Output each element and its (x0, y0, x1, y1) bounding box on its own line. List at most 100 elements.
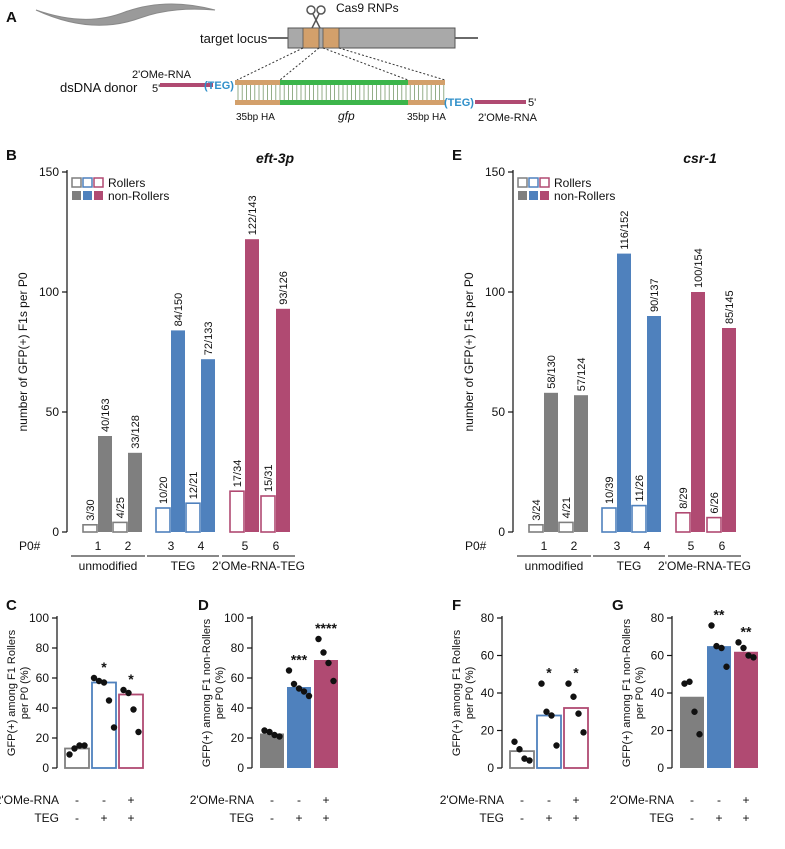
group-label: unmodified (525, 559, 584, 573)
chart-title: csr-1 (683, 150, 717, 166)
bar-non-rollers (691, 292, 705, 532)
ha-right-bottom (408, 100, 445, 105)
chart-d-non-rollers: 0 20 40 60 80 100 GFP(+) among F1 non-Rollers p… (190, 611, 338, 825)
legend-swatch-rollers (93, 177, 104, 188)
data-point (580, 729, 587, 736)
y-axis-label: GFP(+) among F1 Rollers (6, 629, 18, 756)
bar-rollers (601, 507, 617, 533)
chart-b-eft3p: eft-3p 0 50 100 150 number of GFP(+) F1s per … (16, 150, 305, 573)
p0-number: 6 (273, 539, 280, 553)
projection-line (338, 47, 446, 81)
condition-ome-sign: - (547, 793, 551, 807)
y-tick-label: 100 (39, 285, 59, 299)
bar-rollers (112, 521, 128, 533)
legend-label-non-rollers: non-Rollers (108, 189, 169, 203)
p0-number: 3 (168, 539, 175, 553)
condition-ome-sign: + (127, 793, 134, 807)
condition-teg-label: TEG (34, 811, 59, 825)
p0-number: 5 (688, 539, 695, 553)
ha-left-bottom (235, 100, 280, 105)
data-point (511, 738, 518, 745)
bar-rollers (558, 521, 574, 533)
data-point (570, 693, 577, 700)
y-axis-label: per P0 (%) (634, 667, 646, 720)
bar-label-rollers: 3/30 (85, 499, 97, 520)
data-point (295, 685, 303, 692)
condition-ome-label: 2'OMe-RNA (190, 793, 254, 807)
condition-ome-sign: - (102, 793, 106, 807)
data-point (750, 654, 757, 661)
condition-ome-sign: - (75, 793, 79, 807)
data-point (110, 724, 118, 731)
data-point (290, 680, 298, 688)
panel-label-f: F (452, 597, 461, 614)
projection-line (236, 47, 304, 81)
y-tick-label: 40 (481, 686, 495, 700)
panel-label-g: G (612, 597, 624, 614)
condition-teg-label: TEG (649, 811, 674, 825)
y-tick-label: 60 (651, 649, 665, 663)
bar-label-non-rollers: 84/150 (173, 293, 185, 327)
condition-ome-sign: - (717, 793, 721, 807)
p0-number: 5 (242, 539, 249, 553)
y-axis-label: GFP(+) among F1 non-Rollers (621, 618, 633, 767)
p0-number: 1 (541, 539, 548, 553)
bar (64, 747, 90, 769)
gfp-top-strand (280, 80, 408, 85)
panel-label-a: A (6, 9, 17, 26)
significance-mark: * (128, 671, 134, 687)
chart-g-non-rollers: 0 20 40 60 80 GFP(+) among F1 non-Rollers per … (610, 607, 758, 825)
data-point (285, 667, 293, 674)
y-tick-label: 40 (36, 701, 50, 715)
legend-swatch-non-rollers (529, 191, 538, 200)
data-point (543, 708, 550, 715)
data-point (708, 622, 715, 629)
y-axis-label: per P0 (%) (464, 667, 476, 720)
bar-label-rollers: 6/26 (709, 492, 721, 513)
panel-label-b: B (6, 147, 17, 164)
y-tick-label: 0 (487, 761, 494, 775)
cas9-label: Cas9 RNPs (336, 1, 399, 15)
worm-illustration (35, 3, 216, 26)
y-tick-label: 0 (498, 525, 505, 539)
chart-f-rollers: 0 20 40 60 80 GFP(+) among F1 Rollers per P0 (… (440, 611, 589, 825)
data-point (135, 728, 142, 736)
data-point (261, 727, 268, 734)
y-tick-label: 50 (46, 405, 60, 419)
legend-swatch-non-rollers (83, 191, 92, 200)
significance-mark: *** (291, 652, 308, 668)
condition-teg-sign: - (270, 811, 274, 825)
bar-non-rollers (276, 308, 290, 532)
p0-number: 3 (614, 539, 621, 553)
p0-label: P0# (465, 539, 487, 553)
y-tick-label: 80 (481, 611, 495, 625)
legend-swatch-non-rollers (540, 191, 549, 200)
data-point (713, 642, 720, 650)
data-point (681, 680, 688, 687)
condition-teg-sign: + (545, 811, 552, 825)
condition-ome-label: 2'OMe-RNA (440, 793, 504, 807)
teg-right-label: (TEG) (444, 97, 474, 109)
y-axis-label: GFP(+) among F1 Rollers (451, 629, 463, 756)
y-tick-label: 20 (481, 724, 495, 738)
data-point (320, 649, 327, 656)
data-point (548, 712, 555, 719)
ha-right-top (408, 80, 445, 85)
y-tick-label: 0 (657, 761, 664, 775)
five-prime-left: 5' (152, 83, 160, 95)
data-point (315, 635, 322, 643)
data-point (521, 755, 528, 762)
significance-mark: * (101, 659, 107, 675)
y-tick-label: 150 (39, 165, 59, 179)
bar-label-non-rollers: 58/130 (546, 355, 558, 389)
p0-number: 4 (198, 539, 205, 553)
y-tick-label: 60 (231, 671, 245, 685)
significance-mark: **** (315, 620, 337, 636)
bar-label-non-rollers: 90/137 (649, 278, 661, 312)
bar-label-rollers: 3/24 (531, 499, 543, 520)
y-axis-label: per P0 (%) (19, 667, 31, 720)
p0-number: 2 (125, 539, 132, 553)
data-point (330, 677, 337, 685)
bar-label-non-rollers: 93/126 (278, 271, 290, 305)
bar-label-rollers: 4/25 (115, 497, 127, 518)
